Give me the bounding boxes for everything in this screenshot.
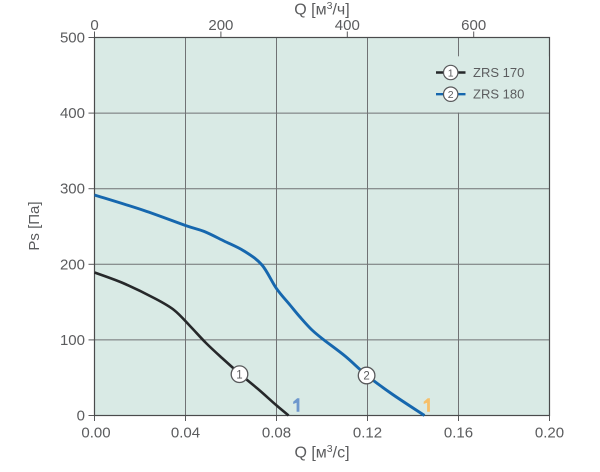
svg-text:0.04: 0.04 — [171, 425, 200, 442]
svg-text:Ps [Па]: Ps [Па] — [26, 201, 43, 250]
svg-text:ZRS 170: ZRS 170 — [473, 65, 524, 80]
svg-text:0.00: 0.00 — [81, 425, 110, 442]
svg-text:600: 600 — [461, 17, 486, 34]
svg-text:ZRS 180: ZRS 180 — [473, 87, 524, 102]
svg-text:0: 0 — [90, 17, 98, 34]
svg-text:0: 0 — [77, 408, 85, 425]
svg-text:Q [м3/ч]: Q [м3/ч] — [294, 0, 349, 19]
svg-text:2: 2 — [448, 89, 454, 101]
svg-text:200: 200 — [208, 17, 233, 34]
svg-text:500: 500 — [60, 30, 85, 47]
svg-text:300: 300 — [60, 181, 85, 198]
svg-text:Q [м3/с]: Q [м3/с] — [294, 443, 349, 462]
svg-text:0.12: 0.12 — [353, 425, 382, 442]
svg-text:100: 100 — [60, 332, 85, 349]
svg-text:0.16: 0.16 — [444, 425, 473, 442]
svg-text:200: 200 — [60, 256, 85, 273]
svg-text:400: 400 — [335, 17, 360, 34]
svg-text:1: 1 — [448, 67, 454, 79]
svg-text:1: 1 — [236, 369, 242, 381]
svg-text:0.08: 0.08 — [262, 425, 291, 442]
svg-text:2: 2 — [363, 371, 369, 383]
svg-text:400: 400 — [60, 105, 85, 122]
svg-text:0.20: 0.20 — [535, 425, 564, 442]
